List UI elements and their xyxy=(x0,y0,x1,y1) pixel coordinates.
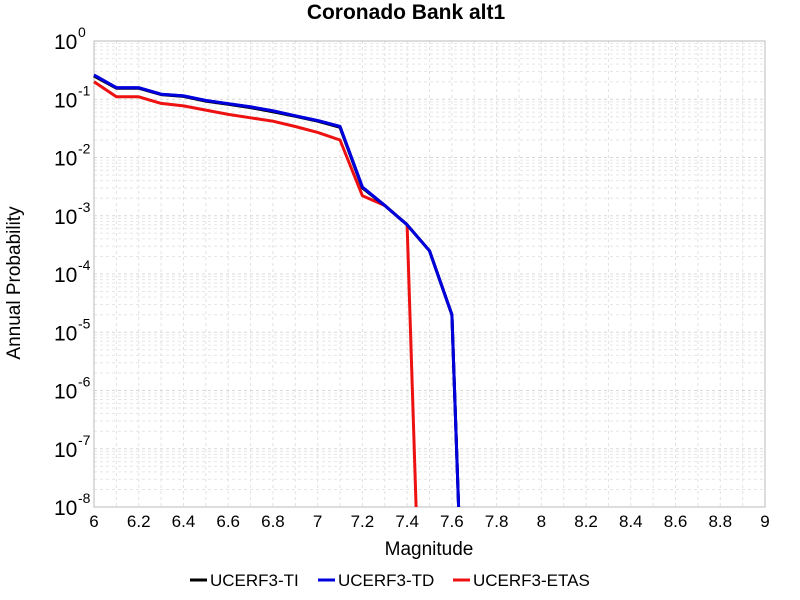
y-tick-label: 10 -1 xyxy=(54,82,91,112)
x-tick-label: 6.2 xyxy=(127,512,151,531)
x-tick-label: 6.4 xyxy=(172,512,196,531)
y-tick-base: 10 xyxy=(54,439,77,462)
y-tick-base: 10 xyxy=(54,148,77,171)
x-tick-label: 8.6 xyxy=(664,512,688,531)
y-tick-label: 10 -4 xyxy=(54,257,91,287)
x-axis-label: Magnitude xyxy=(385,539,474,560)
y-tick-base: 10 xyxy=(54,31,77,54)
y-tick-exponent: 0 xyxy=(78,24,86,40)
y-tick-exponent: -2 xyxy=(78,141,91,157)
y-tick-base: 10 xyxy=(54,89,77,112)
legend-label: UCERF3-TD xyxy=(338,571,434,590)
y-tick-exponent: -4 xyxy=(78,257,91,273)
x-tick-label: 8 xyxy=(537,512,546,531)
y-tick-exponent: -7 xyxy=(78,432,91,448)
x-tick-label: 6 xyxy=(89,512,98,531)
legend-item: UCERF3-ETAS xyxy=(453,571,590,590)
series-line-ucerf3-td-top xyxy=(93,73,461,508)
y-tick-label: 10 -6 xyxy=(54,374,91,404)
x-tick-label: 7.8 xyxy=(485,512,509,531)
y-tick-base: 10 xyxy=(54,381,77,404)
x-tick-label: 7.4 xyxy=(395,512,419,531)
x-tick-label: 7.6 xyxy=(440,512,464,531)
y-tick-label: 10 -5 xyxy=(54,315,91,345)
legend: UCERF3-TI UCERF3-TD UCERF3-ETAS xyxy=(190,571,590,590)
x-tick-label: 8.4 xyxy=(619,512,643,531)
legend-item: UCERF3-TI xyxy=(190,571,299,590)
legend-label: UCERF3-ETAS xyxy=(473,571,590,590)
y-tick-base: 10 xyxy=(54,264,77,287)
y-axis-label: Annual Probability xyxy=(4,206,25,360)
series-layer xyxy=(93,73,461,508)
x-tick-label: 6.6 xyxy=(216,512,240,531)
x-tick-label: 9 xyxy=(760,512,769,531)
legend-label: UCERF3-TI xyxy=(210,571,299,590)
y-tick-exponent: -3 xyxy=(78,199,91,215)
y-tick-exponent: -5 xyxy=(78,315,91,331)
y-tick-label: 10 -3 xyxy=(54,199,91,229)
chart-title: Coronado Bank alt1 xyxy=(307,1,506,24)
y-tick-label: 10 -8 xyxy=(54,490,91,520)
x-tick-label: 7 xyxy=(313,512,322,531)
x-tick-label: 6.8 xyxy=(261,512,285,531)
y-tick-base: 10 xyxy=(54,206,77,229)
legend-item: UCERF3-TD xyxy=(318,571,434,590)
y-tick-base: 10 xyxy=(54,322,77,345)
y-tick-base: 10 xyxy=(54,497,77,520)
series-line-ucerf3-etas xyxy=(93,80,418,508)
y-tick-label: 10 0 xyxy=(54,24,86,54)
y-tick-exponent: -6 xyxy=(78,374,91,390)
y-tick-exponent: -8 xyxy=(78,490,91,506)
y-tick-exponent: -1 xyxy=(78,82,91,98)
x-tick-label: 7.2 xyxy=(351,512,375,531)
y-tick-label: 10 -7 xyxy=(54,432,91,462)
x-tick-labels: 6 6.2 6.4 6.6 6.8 7 7.2 7.4 7.6 7.8 8 8.2 8.4 8.6 8.8 9 xyxy=(89,512,769,531)
plot-area xyxy=(93,40,766,508)
grid xyxy=(93,41,766,508)
x-tick-label: 8.8 xyxy=(708,512,732,531)
x-tick-label: 8.2 xyxy=(574,512,598,531)
y-tick-label: 10 -2 xyxy=(54,141,91,171)
